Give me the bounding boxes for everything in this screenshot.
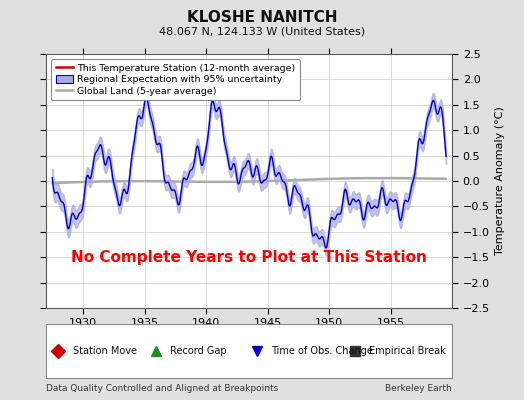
Text: Data Quality Controlled and Aligned at Breakpoints: Data Quality Controlled and Aligned at B… [46,384,278,393]
Text: Time of Obs. Change: Time of Obs. Change [271,346,374,356]
Y-axis label: Temperature Anomaly (°C): Temperature Anomaly (°C) [495,107,505,255]
Text: 48.067 N, 124.133 W (United States): 48.067 N, 124.133 W (United States) [159,26,365,36]
Text: No Complete Years to Plot at This Station: No Complete Years to Plot at This Statio… [71,250,427,265]
Text: Empirical Break: Empirical Break [369,346,446,356]
Text: KLOSHE NANITCH: KLOSHE NANITCH [187,10,337,25]
Text: Station Move: Station Move [72,346,137,356]
Legend: This Temperature Station (12-month average), Regional Expectation with 95% uncer: This Temperature Station (12-month avera… [51,59,300,100]
Text: Record Gap: Record Gap [170,346,226,356]
Text: Berkeley Earth: Berkeley Earth [386,384,452,393]
